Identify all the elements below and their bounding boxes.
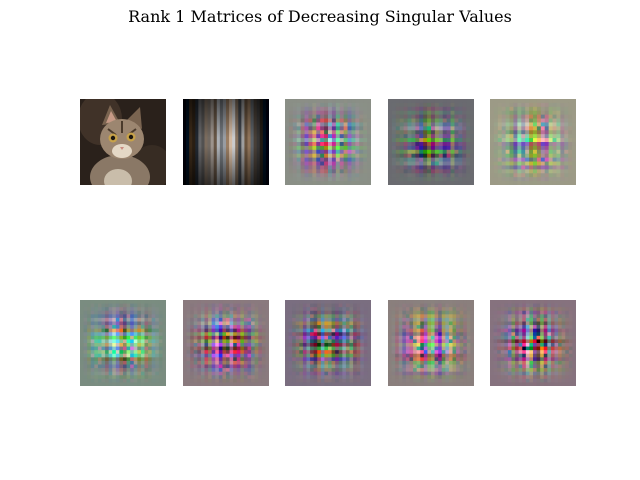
rank-1-component-9-panel bbox=[490, 300, 576, 386]
original-cat-photo bbox=[80, 99, 166, 185]
rank-1-component-4-panel bbox=[490, 99, 576, 185]
rank-1-component-6-panel bbox=[183, 300, 269, 386]
rank-1-component-2 bbox=[285, 99, 371, 185]
rank-1-component-3 bbox=[388, 99, 474, 185]
rank-1-component-5 bbox=[80, 300, 166, 386]
rank-1-component-2-panel bbox=[285, 99, 371, 185]
rank-1-component-5-panel bbox=[80, 300, 166, 386]
rank-1-component-1 bbox=[183, 99, 269, 185]
rank-1-component-9 bbox=[490, 300, 576, 386]
rank-1-component-7-panel bbox=[285, 300, 371, 386]
rank-1-component-1-panel bbox=[183, 99, 269, 185]
rank-1-component-7 bbox=[285, 300, 371, 386]
rank-1-component-8-panel bbox=[388, 300, 474, 386]
figure-title: Rank 1 Matrices of Decreasing Singular V… bbox=[128, 7, 512, 26]
original-cat-photo-panel bbox=[80, 99, 166, 185]
rank-1-component-3-panel bbox=[388, 99, 474, 185]
rank-1-component-8 bbox=[388, 300, 474, 386]
rank-1-component-6 bbox=[183, 300, 269, 386]
rank-1-component-4 bbox=[490, 99, 576, 185]
